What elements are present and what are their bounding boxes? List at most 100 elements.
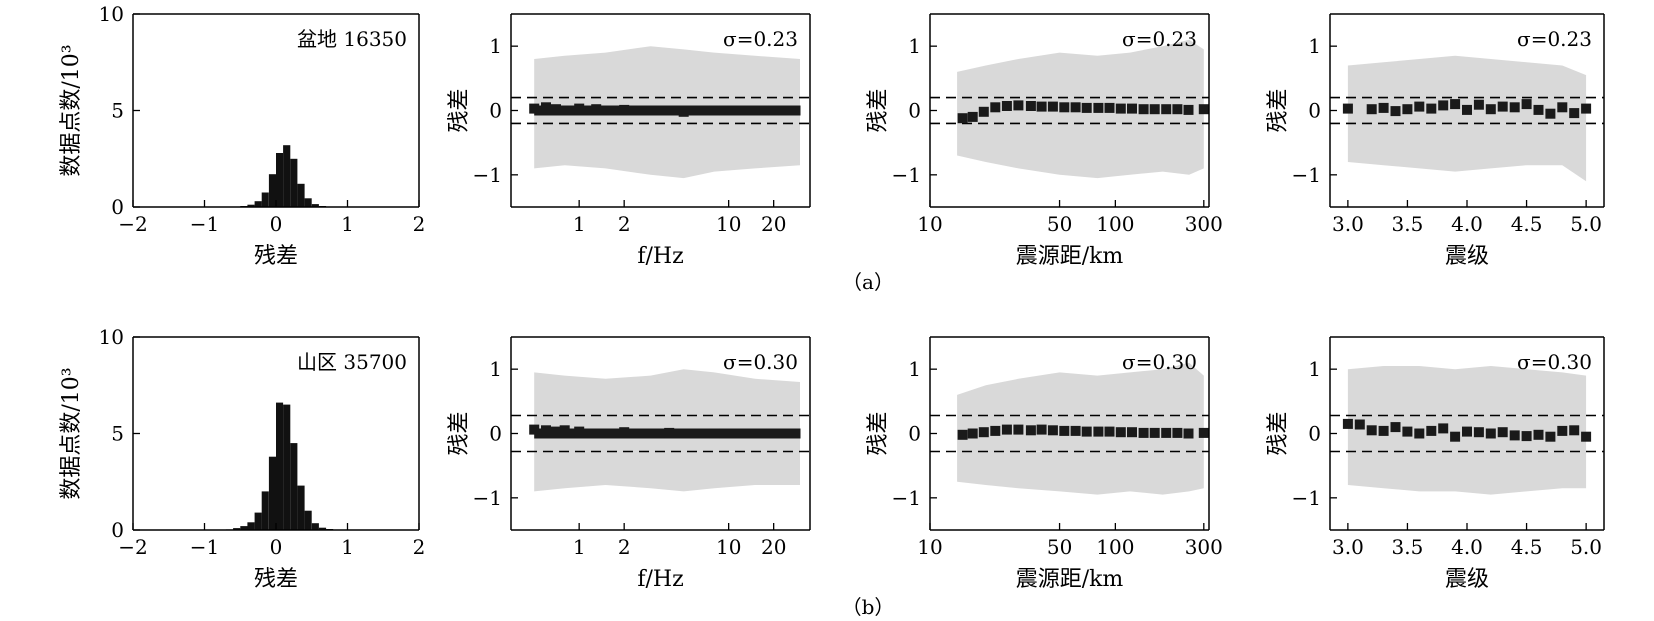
- x-tick-label: 10: [917, 212, 942, 236]
- mean-residual-point: [1450, 99, 1461, 110]
- mean-residual-point: [1161, 427, 1172, 438]
- mean-residual-point: [1047, 101, 1058, 112]
- panel-b-dist: 10 50 100 300 −1 0 1 σ=0.30 震源距/km 残差: [866, 336, 1223, 592]
- mean-residual-point: [1509, 102, 1520, 113]
- mean-residual-point: [1402, 426, 1413, 437]
- panel-a-mag: 3.0 3.5 4.0 4.5 5.0 −1 0 1 σ=0.23 震级 残差: [1266, 13, 1605, 269]
- mean-residual-point: [1081, 102, 1092, 113]
- panel-annotation: σ=0.23: [1122, 27, 1197, 51]
- x-tick-label: 4.5: [1511, 212, 1543, 236]
- x-tick-label: 100: [1096, 212, 1134, 236]
- x-tick-label: 2: [618, 535, 631, 559]
- y-tick-label: 0: [1308, 422, 1321, 446]
- x-tick-label: 5.0: [1570, 535, 1602, 559]
- x-tick-label: 10: [716, 212, 741, 236]
- x-tick-label: 2: [413, 212, 426, 236]
- x-tick-label: 4.0: [1451, 212, 1483, 236]
- mean-residual-point: [1025, 425, 1036, 436]
- mean-residual-point: [790, 428, 801, 439]
- mean-residual-point: [1104, 426, 1115, 437]
- y-tick-label: 0: [908, 99, 921, 123]
- mean-residual-point: [678, 106, 689, 117]
- mean-residual-point: [967, 428, 978, 439]
- mean-residual-point: [1366, 425, 1377, 436]
- panel-annotation: 盆地 16350: [297, 27, 407, 51]
- y-tick-label: 0: [489, 422, 502, 446]
- histogram-bar: [254, 512, 262, 530]
- mean-residual-point: [1138, 427, 1149, 438]
- mean-residual-point: [1342, 418, 1353, 429]
- x-tick-label: 10: [917, 535, 942, 559]
- y-tick-label: 1: [489, 34, 502, 58]
- x-tick-label: 5.0: [1570, 212, 1602, 236]
- mean-residual-point: [1104, 102, 1115, 113]
- mean-residual-point: [541, 425, 551, 436]
- x-tick-label: 3.0: [1332, 535, 1364, 559]
- y-tick-label: 0: [111, 518, 124, 542]
- histogram-bar: [268, 174, 276, 207]
- mean-residual-point: [1127, 427, 1137, 438]
- mean-residual-point: [1557, 102, 1568, 113]
- x-tick-label: 300: [1185, 535, 1223, 559]
- x-tick-label: 10: [716, 535, 741, 559]
- y-tick-label: 0: [1308, 99, 1321, 123]
- y-tick-label: −1: [892, 163, 921, 187]
- mean-residual-point: [1059, 102, 1070, 113]
- histogram-bar: [276, 153, 284, 207]
- mean-residual-point: [1070, 102, 1081, 113]
- y-axis-label: 数据点数/10³: [59, 367, 84, 499]
- mean-residual-point: [1390, 106, 1401, 117]
- panel-annotation: σ=0.30: [1517, 350, 1592, 374]
- mean-residual-point: [1485, 104, 1496, 115]
- mean-residual-point: [990, 425, 1001, 436]
- mean-residual-point: [768, 105, 779, 116]
- x-tick-label: 0: [270, 212, 283, 236]
- y-tick-label: 10: [99, 2, 124, 26]
- x-tick-label: 3.5: [1391, 212, 1423, 236]
- x-tick-label: 50: [1047, 535, 1072, 559]
- mean-residual-point: [1402, 104, 1413, 115]
- mean-residual-point: [1366, 104, 1377, 115]
- x-axis-label: 残差: [254, 244, 298, 269]
- mean-residual-point: [551, 104, 561, 115]
- mean-residual-point: [1533, 429, 1544, 440]
- mean-residual-point: [750, 428, 760, 439]
- mean-residual-point: [978, 427, 989, 438]
- y-axis-label: 残差: [1266, 411, 1291, 455]
- y-tick-label: 5: [111, 99, 124, 123]
- panel-b-mag: 3.0 3.5 4.0 4.5 5.0 −1 0 1 σ=0.30 震级 残差: [1266, 336, 1605, 592]
- mean-residual-point: [1198, 104, 1209, 115]
- mean-residual-point: [1081, 426, 1092, 437]
- mean-residual-point: [1149, 104, 1160, 115]
- mean-residual-point: [619, 427, 630, 438]
- y-axis-label: 残差: [866, 88, 891, 132]
- mean-residual-point: [1378, 425, 1389, 436]
- panel-annotation: 山区 35700: [297, 350, 407, 374]
- mean-residual-point: [1172, 427, 1183, 438]
- x-tick-label: −1: [190, 212, 219, 236]
- y-axis-label: 残差: [1266, 88, 1291, 132]
- mean-residual-point: [1497, 427, 1508, 438]
- y-tick-label: −1: [892, 486, 921, 510]
- mean-residual-point: [1198, 427, 1209, 438]
- mean-residual-point: [1059, 425, 1070, 436]
- x-tick-label: 1: [341, 212, 354, 236]
- panel-label-a: （a）: [842, 270, 894, 294]
- x-tick-label: 2: [618, 212, 631, 236]
- mean-residual-point: [790, 105, 801, 116]
- y-axis-label: 数据点数/10³: [59, 44, 84, 176]
- panel-b-hist: −2 −1 0 1 2 0 5 10 山区 35700 残差 数据点数/10³: [59, 325, 425, 592]
- y-tick-label: −1: [1292, 486, 1321, 510]
- mean-residual-point: [1569, 108, 1580, 119]
- x-tick-label: 0: [270, 535, 283, 559]
- histogram-bar: [283, 404, 291, 530]
- mean-residual-point: [957, 429, 968, 440]
- x-axis-label: 震源距/km: [1016, 244, 1124, 269]
- mean-residual-point: [541, 102, 551, 113]
- mean-residual-point: [1172, 104, 1183, 115]
- mean-residual-point: [967, 111, 978, 122]
- mean-residual-point: [1115, 103, 1126, 114]
- mean-residual-point: [1581, 103, 1592, 114]
- mean-residual-point: [1414, 428, 1425, 439]
- histogram-bar: [283, 145, 291, 207]
